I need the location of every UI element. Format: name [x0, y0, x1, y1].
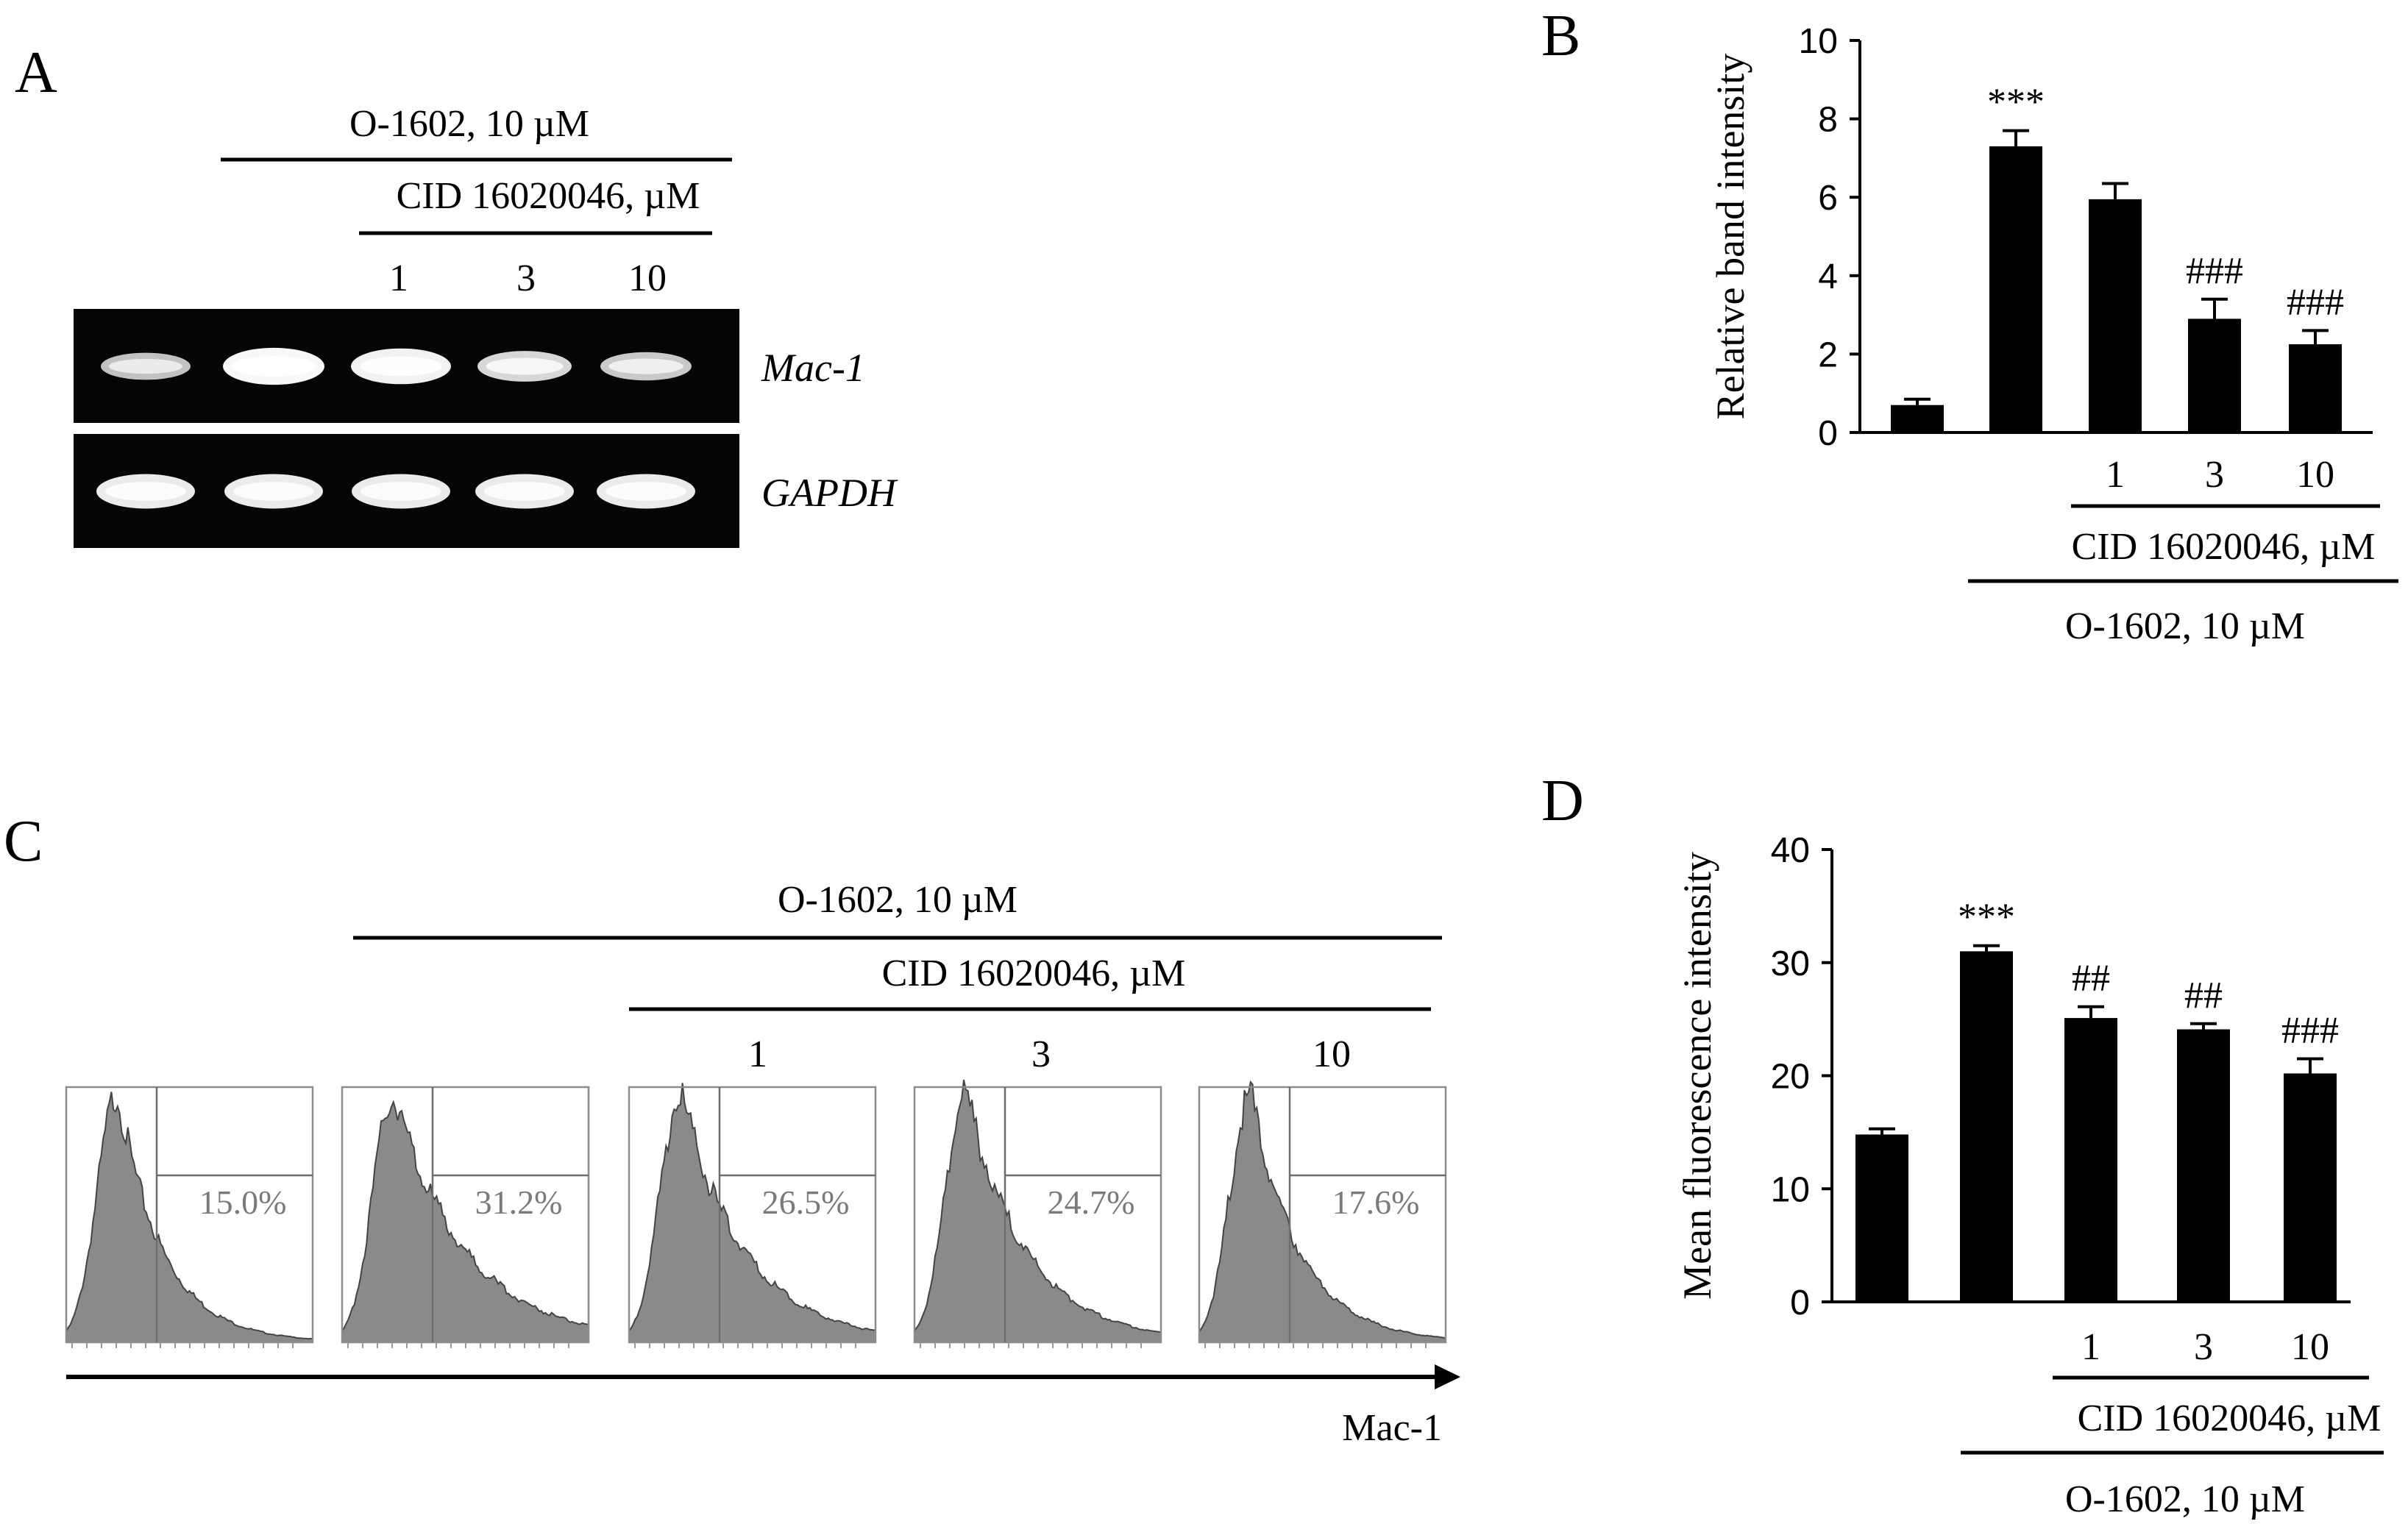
a-o1602-label: O-1602, 10 µM: [349, 103, 589, 145]
bar: [2188, 318, 2241, 432]
a-dose-labels: 1 3 10: [389, 257, 667, 299]
bar: [1855, 1134, 1908, 1302]
cid-label: CID 16020046, µM: [2078, 1397, 2382, 1439]
significance-label: ###: [2186, 250, 2243, 292]
histogram: 15.0%: [65, 1086, 314, 1348]
category-label: 1: [2081, 1326, 2100, 1368]
significance-label: ***: [1987, 82, 2045, 124]
y-axis-label: Relative band intensity: [1708, 54, 1752, 420]
panel-c: C O-1602, 10 µM CID 16020046, µM 1 3 10 15…: [4, 809, 1460, 1449]
category-label: 10: [2291, 1326, 2329, 1368]
histogram: 31.2%: [341, 1086, 590, 1348]
y-tick-label: 10: [1771, 1170, 1810, 1209]
histogram-fill: [341, 1100, 589, 1343]
category-label: 1: [2106, 454, 2125, 496]
panel-label-b: B: [1541, 4, 1580, 68]
gate-percent: 17.6%: [1332, 1183, 1420, 1221]
bar: [2064, 1018, 2117, 1302]
gate-percent: 15.0%: [199, 1183, 287, 1221]
bar: [2177, 1029, 2230, 1302]
gel-band-core: [233, 482, 314, 501]
histogram-fill: [914, 1079, 1162, 1343]
gate-percent: 31.2%: [475, 1183, 563, 1221]
y-tick-label: 8: [1818, 101, 1838, 140]
y-tick-label: 10: [1799, 22, 1838, 61]
y-tick-label: 6: [1818, 179, 1838, 218]
panel-d: D 0 10 20 30 40 Mean fluorescence intensity **…: [1541, 769, 2384, 1520]
significance-label: ###: [2287, 281, 2344, 323]
histogram-fill: [628, 1083, 876, 1343]
c-dose-labels: 1 3 10: [748, 1033, 1351, 1075]
gel-band-core: [484, 482, 565, 501]
a-dose-label-3: 3: [516, 257, 536, 299]
histogram: 17.6%: [1198, 1080, 1447, 1348]
chart-d: 0 10 20 30 40 Mean fluorescence intensity *** #…: [1675, 831, 2384, 1520]
panel-label-a: A: [15, 40, 57, 105]
y-axis-label: Mean fluorescence intensity: [1675, 852, 1719, 1300]
c-o1602-label: O-1602, 10 µM: [778, 879, 1017, 921]
gel-mac-1: Mac-1: [74, 309, 865, 423]
bar: [1891, 405, 1944, 432]
bar: [2289, 344, 2342, 432]
gel-band-core: [608, 358, 683, 374]
y-tick-label: 30: [1771, 944, 1810, 983]
panel-label-d: D: [1541, 769, 1584, 833]
bar: [2284, 1073, 2337, 1302]
gel-band-core: [108, 358, 183, 374]
histogram-fill: [65, 1092, 313, 1343]
c-dose-label-1: 1: [748, 1033, 767, 1075]
significance-label: ##: [2072, 958, 2110, 1000]
category-label: 3: [2205, 454, 2224, 496]
gel-band-core: [486, 357, 564, 375]
y-tick-label: 20: [1771, 1058, 1810, 1097]
significance-label: ##: [2184, 975, 2223, 1016]
panel-b: B 0 2 4 6 8 10 Relative band intensity *** 1 ### 3…: [1541, 4, 2398, 647]
y-tick-label: 0: [1790, 1283, 1810, 1322]
c-dose-label-3: 3: [1031, 1033, 1051, 1075]
gel-label-gapdh: GAPDH: [761, 471, 898, 515]
a-gels: Mac-1 GAPDH: [74, 309, 898, 548]
gel-gapdh: GAPDH: [74, 434, 898, 548]
y-tick-label: 0: [1818, 414, 1838, 453]
category-label: 3: [2194, 1326, 2213, 1368]
gel-band-core: [105, 482, 186, 501]
panel-a: A O-1602, 10 µM CID 16020046, µM 1 3 10 Ma…: [15, 40, 898, 548]
gel-band-core: [361, 482, 441, 501]
significance-label: ***: [1958, 897, 2015, 939]
gate-percent: 24.7%: [1048, 1183, 1135, 1221]
cid-label: CID 16020046, µM: [2072, 526, 2376, 568]
c-cid-label: CID 16020046, µM: [882, 952, 1186, 994]
gel-label-mac-1: Mac-1: [761, 346, 865, 390]
c-axis-label: Mac-1: [1342, 1407, 1442, 1449]
bar: [1960, 951, 2013, 1302]
gel-band-core: [360, 356, 442, 377]
c-dose-label-10: 10: [1313, 1033, 1351, 1075]
gate-percent: 26.5%: [762, 1183, 850, 1221]
c-axis-arrowhead-icon: [1435, 1364, 1460, 1389]
significance-label: ###: [2281, 1009, 2339, 1051]
o1602-label: O-1602, 10 µM: [2065, 605, 2305, 647]
histogram: 26.5%: [628, 1083, 877, 1348]
y-tick-label: 4: [1818, 257, 1838, 296]
chart-b: 0 2 4 6 8 10 Relative band intensity *** 1 ### 3 ##…: [1708, 22, 2398, 647]
panel-label-c: C: [4, 809, 43, 874]
a-cid-label: CID 16020046, µM: [397, 175, 700, 217]
bar: [1989, 146, 2042, 432]
c-histograms: 15.0% 31.2% 26.5% 24.7% 17.6%: [65, 1079, 1447, 1348]
gel-band-core: [232, 356, 316, 377]
y-tick-label: 2: [1818, 335, 1838, 374]
histogram: 24.7%: [913, 1079, 1162, 1348]
histogram-fill: [1198, 1080, 1446, 1343]
bar: [2089, 199, 2142, 432]
gel-band-core: [605, 482, 686, 501]
a-dose-label-1: 1: [389, 257, 408, 299]
y-tick-label: 40: [1771, 831, 1810, 870]
o1602-label: O-1602, 10 µM: [2065, 1478, 2305, 1520]
category-label: 10: [2296, 454, 2334, 496]
a-dose-label-10: 10: [628, 257, 667, 299]
